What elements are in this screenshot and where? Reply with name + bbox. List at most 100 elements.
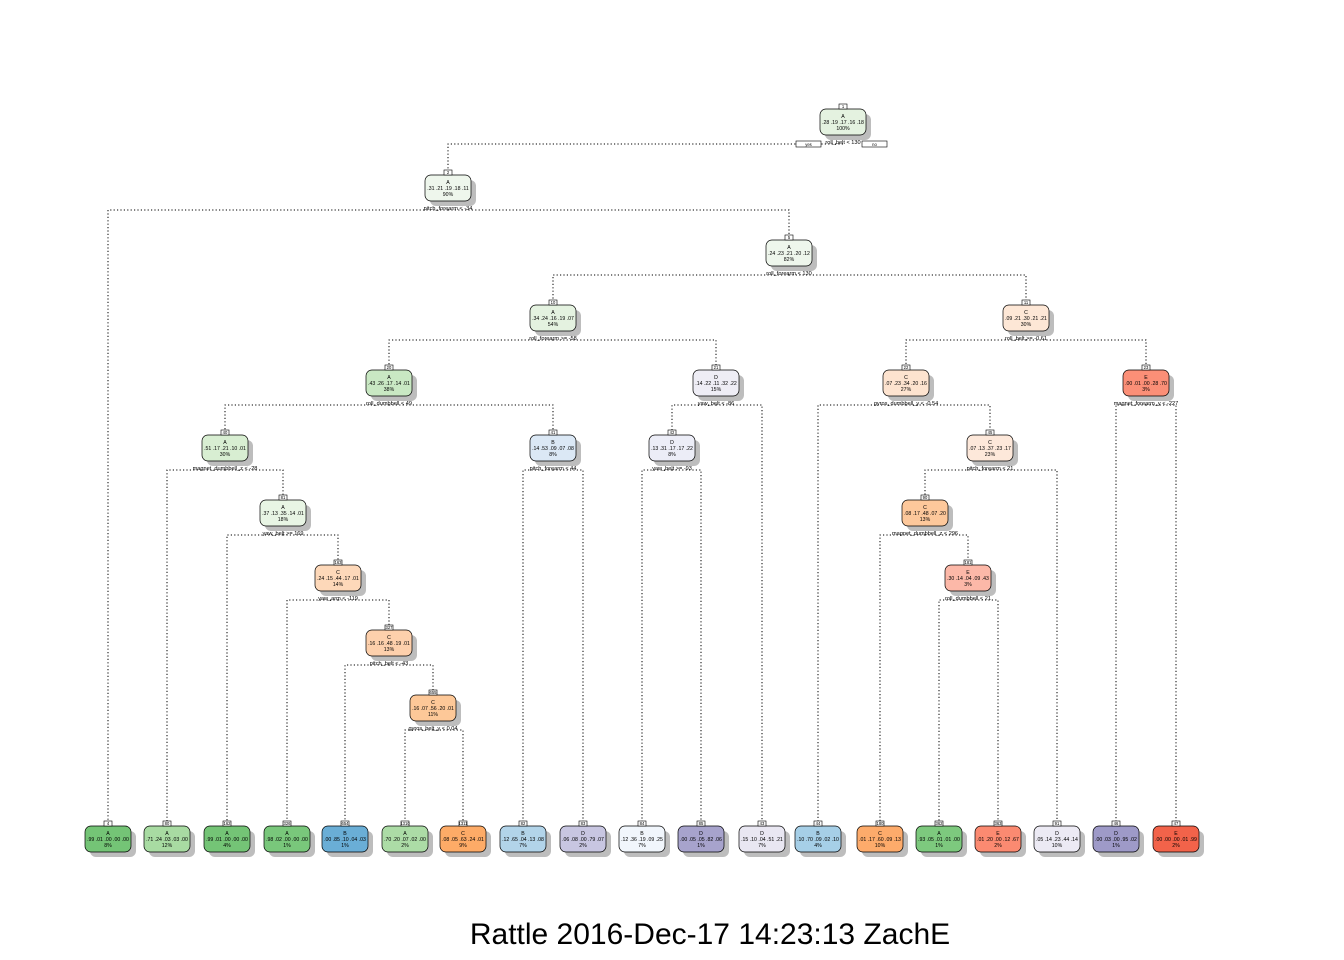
node-id-label: 85 (699, 821, 704, 826)
node-probabilities: .93 .05 .01 .01 .00 (918, 837, 960, 843)
tree-edge-23-46 (1115, 404, 1146, 826)
node-id-tag (428, 689, 438, 696)
node-percent: 8% (668, 452, 676, 458)
node-split-rule: yaw_belt >= -93 (652, 466, 692, 472)
node-class-label: A (403, 831, 407, 837)
node-id-tag (637, 820, 647, 827)
no-branch-box (861, 140, 888, 148)
tree-node-362: 362 A.93 .05 .01 .01 .001% (915, 820, 967, 857)
node-id-tag (103, 820, 113, 827)
node-id-tag (985, 429, 995, 436)
tree-edge-22-45 (906, 404, 991, 435)
node-id-tag (993, 820, 1003, 827)
tree-node-181: 181 E.30 .14 .04 .09 .433% roll_dumbbell <… (944, 559, 996, 602)
node-probabilities: .14 .53 .09 .07 .08 (532, 446, 574, 452)
node-id-label: 10 (551, 300, 556, 305)
node-id-tag (384, 624, 394, 631)
yes-branch-box (795, 140, 822, 148)
node-split-rule: gyros_dumbbell_y < -0.54 (874, 401, 939, 407)
node-class-label: C (878, 831, 882, 837)
node-probabilities: .28 .19 .17 .16 .18 (822, 120, 864, 126)
node-id-tag (1111, 820, 1121, 827)
node-percent: 2% (994, 843, 1002, 849)
tree-node-654: 654 B.00 .85 .10 .04 .031% (321, 820, 373, 857)
node-percent: 2% (1172, 843, 1180, 849)
node-probabilities: .24 .23 .21 .20 .12 (768, 251, 810, 257)
node-id-label: 80 (165, 821, 170, 826)
node-id-label: 1310 (400, 821, 410, 826)
node-split-rule: yaw_belt < -86 (698, 401, 735, 407)
tree-node-41: 41 B.14 .53 .09 .07 .088% pitch_forearm < … (530, 429, 581, 472)
node-percent: 12% (162, 843, 173, 849)
node-class-label: B (551, 440, 555, 446)
node-split-rule: pitch_forearm < 21 (967, 466, 1014, 472)
footer-caption: Rattle 2016-Dec-17 14:23:13 ZachE (469, 918, 951, 951)
node-probabilities: .00 .01 .00 .28 .70 (1125, 381, 1167, 387)
tree-edge-655-1310 (404, 729, 433, 826)
tree-edge-41-82 (522, 469, 553, 826)
node-id-tag (901, 364, 911, 371)
node-percent: 3% (1142, 387, 1150, 393)
node-percent: 30% (1021, 322, 1032, 328)
node-id-label: 163 (335, 560, 343, 565)
node-class-label: C (904, 375, 908, 381)
node-id-tag (340, 820, 350, 827)
node-percent: 23% (985, 452, 996, 458)
node-id-tag (711, 364, 721, 371)
node-id-label: 326 (284, 821, 292, 826)
node-percent: 8% (104, 843, 112, 849)
node-id-tag (757, 820, 767, 827)
node-id-tag (400, 820, 410, 827)
tree-node-42: 42 D.13 .31 .17 .17 .228% yaw_belt >= -93 (648, 429, 700, 472)
node-probabilities: .00 .85 .10 .04 .03 (324, 837, 366, 843)
node-probabilities: .16 .07 .56 .20 .01 (412, 706, 454, 712)
tree-node-82: 82 B.12 .65 .04 .13 .087% (499, 820, 551, 857)
node-split-rule: magnet_dumbbell_z < -28 (193, 466, 258, 472)
node-id-tag (162, 820, 172, 827)
tree-edge-81-162 (226, 534, 283, 826)
node-id-label: 362 (936, 821, 944, 826)
node-class-label: A (281, 505, 285, 511)
node-id-tag (784, 234, 794, 241)
node-percent: 10% (1052, 843, 1063, 849)
node-class-label: A (165, 831, 169, 837)
node-id-label: 1311 (458, 821, 468, 826)
node-split-rule: magnet_dumbbell_z < 296 (892, 531, 958, 537)
tree-edge-42-84 (641, 469, 672, 826)
node-id-label: 46 (1114, 821, 1119, 826)
node-percent: 2% (401, 843, 409, 849)
node-class-label: A (446, 180, 450, 186)
node-id-tag (963, 559, 973, 566)
node-probabilities: .30 .14 .04 .09 .43 (947, 576, 989, 582)
node-percent: 13% (384, 647, 395, 653)
node-id-label: 23 (1144, 365, 1149, 370)
node-percent: 7% (758, 843, 766, 849)
tree-edge-20-40 (224, 404, 389, 435)
tree-node-363: 363 E.01 .20 .00 .12 .672% (974, 820, 1026, 857)
node-class-label: A (551, 310, 555, 316)
node-percent: 10% (875, 843, 886, 849)
tree-node-44: 44 B.10 .70 .09 .02 .104% (794, 820, 846, 857)
tree-node-43: 43 D.15 .10 .04 .51 .217% (738, 820, 790, 857)
node-id-label: 90 (923, 495, 928, 500)
node-class-label: E (966, 570, 970, 576)
node-probabilities: .98 .02 .00 .00 .00 (266, 837, 308, 843)
tree-edges (107, 143, 1177, 826)
node-id-tag (667, 429, 677, 436)
tree-node-162: 162 A.99 .01 .00 .00 .004% (203, 820, 255, 857)
tree-edge-163-327 (338, 599, 390, 630)
node-class-label: D (670, 440, 674, 446)
node-class-label: C (336, 570, 340, 576)
tree-edge-1-2 (447, 143, 843, 175)
